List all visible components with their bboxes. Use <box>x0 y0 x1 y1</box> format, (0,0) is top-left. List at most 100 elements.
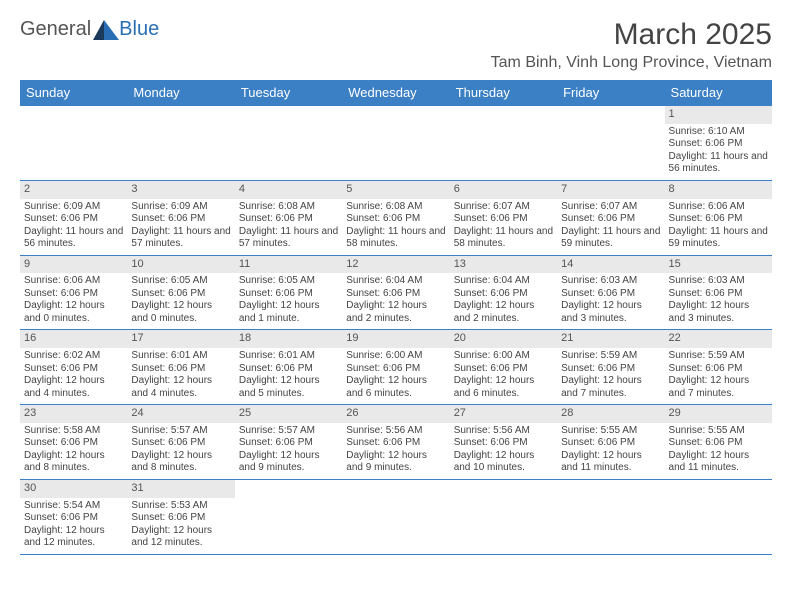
daylight-text: Daylight: 12 hours and 6 minutes. <box>454 375 553 400</box>
sunrise-text: Sunrise: 5:59 AM <box>561 350 660 363</box>
daylight-text: Daylight: 12 hours and 9 minutes. <box>346 450 445 475</box>
calendar-cell: 2Sunrise: 6:09 AMSunset: 6:06 PMDaylight… <box>20 180 127 255</box>
daylight-text: Daylight: 12 hours and 4 minutes. <box>24 375 123 400</box>
daylight-text: Daylight: 12 hours and 11 minutes. <box>669 450 768 475</box>
daylight-text: Daylight: 11 hours and 56 minutes. <box>669 151 768 176</box>
calendar-cell-empty <box>342 106 449 181</box>
daylight-text: Daylight: 12 hours and 5 minutes. <box>239 375 338 400</box>
daylight-text: Daylight: 12 hours and 2 minutes. <box>346 300 445 325</box>
logo: General Blue <box>20 18 159 41</box>
sunset-text: Sunset: 6:06 PM <box>346 363 445 376</box>
sunrise-text: Sunrise: 6:00 AM <box>346 350 445 363</box>
day-header: Thursday <box>450 80 557 106</box>
day-number: 13 <box>450 256 557 274</box>
sunrise-text: Sunrise: 6:07 AM <box>454 201 553 214</box>
sunrise-text: Sunrise: 6:03 AM <box>669 275 768 288</box>
daylight-text: Daylight: 12 hours and 4 minutes. <box>131 375 230 400</box>
calendar-cell: 16Sunrise: 6:02 AMSunset: 6:06 PMDayligh… <box>20 330 127 405</box>
calendar-cell: 3Sunrise: 6:09 AMSunset: 6:06 PMDaylight… <box>127 180 234 255</box>
daylight-text: Daylight: 12 hours and 0 minutes. <box>24 300 123 325</box>
day-header: Friday <box>557 80 664 106</box>
sunrise-text: Sunrise: 6:09 AM <box>24 201 123 214</box>
sunrise-text: Sunrise: 5:57 AM <box>239 425 338 438</box>
sunset-text: Sunset: 6:06 PM <box>239 363 338 376</box>
sunset-text: Sunset: 6:06 PM <box>346 437 445 450</box>
day-number: 31 <box>127 480 234 498</box>
calendar-cell: 29Sunrise: 5:55 AMSunset: 6:06 PMDayligh… <box>665 405 772 480</box>
sunset-text: Sunset: 6:06 PM <box>669 288 768 301</box>
calendar-cell-empty <box>342 479 449 554</box>
sunrise-text: Sunrise: 6:01 AM <box>131 350 230 363</box>
daylight-text: Daylight: 12 hours and 0 minutes. <box>131 300 230 325</box>
sunset-text: Sunset: 6:06 PM <box>131 437 230 450</box>
day-number: 24 <box>127 405 234 423</box>
calendar-row: 2Sunrise: 6:09 AMSunset: 6:06 PMDaylight… <box>20 180 772 255</box>
sunset-text: Sunset: 6:06 PM <box>669 437 768 450</box>
daylight-text: Daylight: 12 hours and 11 minutes. <box>561 450 660 475</box>
calendar-cell: 9Sunrise: 6:06 AMSunset: 6:06 PMDaylight… <box>20 255 127 330</box>
day-header: Sunday <box>20 80 127 106</box>
calendar-cell: 6Sunrise: 6:07 AMSunset: 6:06 PMDaylight… <box>450 180 557 255</box>
sunrise-text: Sunrise: 6:06 AM <box>669 201 768 214</box>
calendar-cell-empty <box>127 106 234 181</box>
daylight-text: Daylight: 11 hours and 57 minutes. <box>131 226 230 251</box>
sunrise-text: Sunrise: 6:00 AM <box>454 350 553 363</box>
daylight-text: Daylight: 11 hours and 58 minutes. <box>454 226 553 251</box>
sunrise-text: Sunrise: 5:53 AM <box>131 500 230 513</box>
sunrise-text: Sunrise: 5:55 AM <box>561 425 660 438</box>
sunrise-text: Sunrise: 6:04 AM <box>454 275 553 288</box>
day-number: 8 <box>665 181 772 199</box>
day-number: 14 <box>557 256 664 274</box>
calendar-cell-empty <box>235 479 342 554</box>
calendar-cell: 12Sunrise: 6:04 AMSunset: 6:06 PMDayligh… <box>342 255 449 330</box>
logo-text-1: General <box>20 18 91 41</box>
day-number: 11 <box>235 256 342 274</box>
daylight-text: Daylight: 11 hours and 59 minutes. <box>561 226 660 251</box>
sunset-text: Sunset: 6:06 PM <box>561 288 660 301</box>
calendar-cell: 19Sunrise: 6:00 AMSunset: 6:06 PMDayligh… <box>342 330 449 405</box>
sunrise-text: Sunrise: 6:04 AM <box>346 275 445 288</box>
calendar-cell: 23Sunrise: 5:58 AMSunset: 6:06 PMDayligh… <box>20 405 127 480</box>
day-number: 22 <box>665 330 772 348</box>
day-number: 2 <box>20 181 127 199</box>
calendar-cell: 17Sunrise: 6:01 AMSunset: 6:06 PMDayligh… <box>127 330 234 405</box>
calendar-cell: 22Sunrise: 5:59 AMSunset: 6:06 PMDayligh… <box>665 330 772 405</box>
sunrise-text: Sunrise: 5:56 AM <box>454 425 553 438</box>
day-number: 19 <box>342 330 449 348</box>
sunset-text: Sunset: 6:06 PM <box>454 437 553 450</box>
sunrise-text: Sunrise: 6:05 AM <box>239 275 338 288</box>
day-number: 29 <box>665 405 772 423</box>
day-number: 21 <box>557 330 664 348</box>
day-header: Wednesday <box>342 80 449 106</box>
sunset-text: Sunset: 6:06 PM <box>239 213 338 226</box>
daylight-text: Daylight: 12 hours and 3 minutes. <box>561 300 660 325</box>
daylight-text: Daylight: 12 hours and 2 minutes. <box>454 300 553 325</box>
sunset-text: Sunset: 6:06 PM <box>24 512 123 525</box>
sunrise-text: Sunrise: 5:59 AM <box>669 350 768 363</box>
daylight-text: Daylight: 12 hours and 7 minutes. <box>669 375 768 400</box>
sunrise-text: Sunrise: 6:01 AM <box>239 350 338 363</box>
calendar-cell: 15Sunrise: 6:03 AMSunset: 6:06 PMDayligh… <box>665 255 772 330</box>
daylight-text: Daylight: 12 hours and 7 minutes. <box>561 375 660 400</box>
sunset-text: Sunset: 6:06 PM <box>346 288 445 301</box>
sunset-text: Sunset: 6:06 PM <box>24 437 123 450</box>
day-header: Monday <box>127 80 234 106</box>
calendar-cell: 27Sunrise: 5:56 AMSunset: 6:06 PMDayligh… <box>450 405 557 480</box>
sunrise-text: Sunrise: 5:54 AM <box>24 500 123 513</box>
sunset-text: Sunset: 6:06 PM <box>24 213 123 226</box>
day-number: 9 <box>20 256 127 274</box>
day-number: 1 <box>665 106 772 124</box>
day-number: 3 <box>127 181 234 199</box>
daylight-text: Daylight: 12 hours and 8 minutes. <box>131 450 230 475</box>
calendar-cell-empty <box>557 479 664 554</box>
sunrise-text: Sunrise: 6:10 AM <box>669 126 768 139</box>
calendar-row: 16Sunrise: 6:02 AMSunset: 6:06 PMDayligh… <box>20 330 772 405</box>
calendar-cell: 31Sunrise: 5:53 AMSunset: 6:06 PMDayligh… <box>127 479 234 554</box>
calendar-cell: 25Sunrise: 5:57 AMSunset: 6:06 PMDayligh… <box>235 405 342 480</box>
calendar-cell: 5Sunrise: 6:08 AMSunset: 6:06 PMDaylight… <box>342 180 449 255</box>
calendar-table: SundayMondayTuesdayWednesdayThursdayFrid… <box>20 80 772 555</box>
calendar-row: 9Sunrise: 6:06 AMSunset: 6:06 PMDaylight… <box>20 255 772 330</box>
sunrise-text: Sunrise: 6:09 AM <box>131 201 230 214</box>
sunrise-text: Sunrise: 5:57 AM <box>131 425 230 438</box>
calendar-cell: 8Sunrise: 6:06 AMSunset: 6:06 PMDaylight… <box>665 180 772 255</box>
